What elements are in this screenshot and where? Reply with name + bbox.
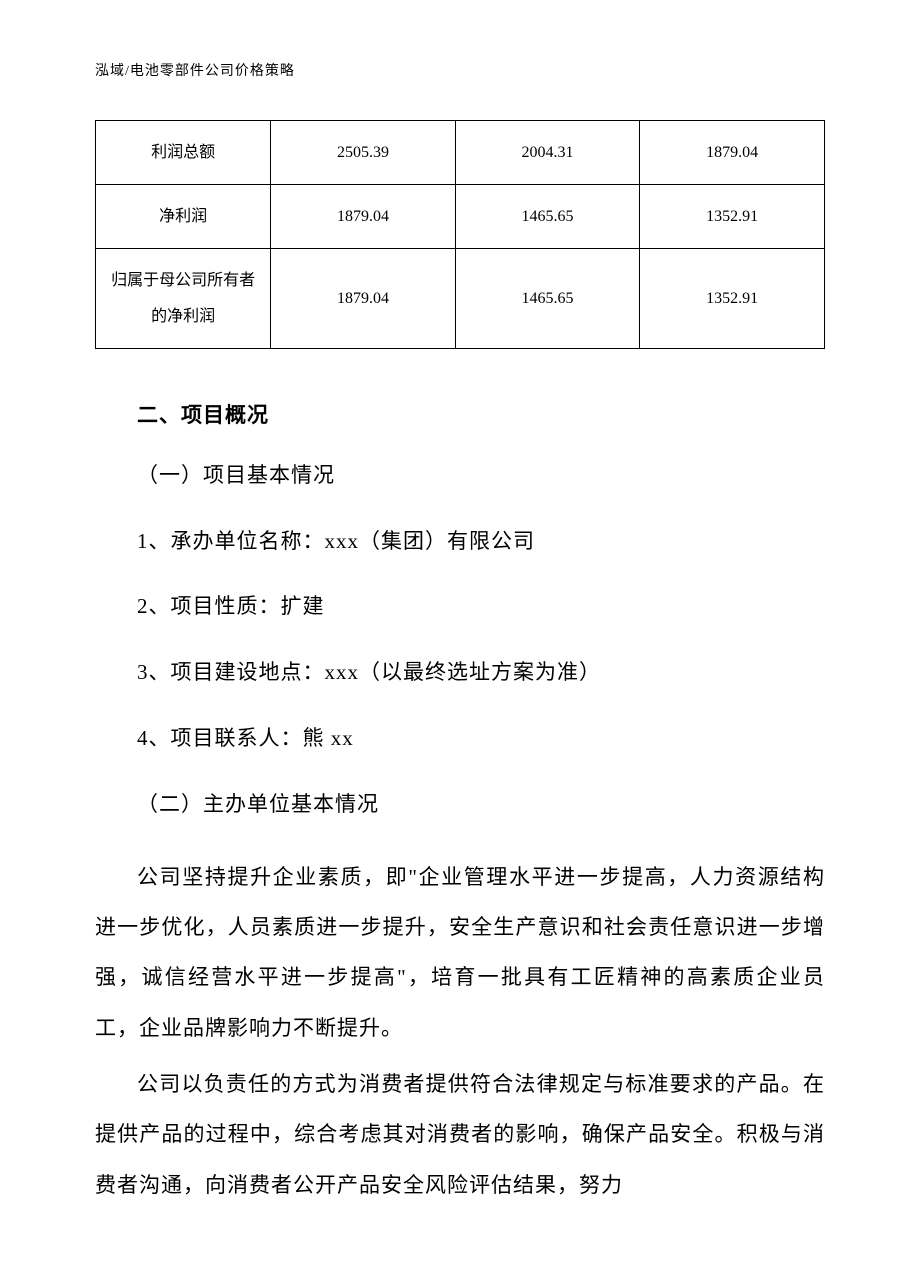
row-label: 利润总额 [96, 121, 271, 185]
row-value: 1465.65 [455, 249, 640, 348]
list-item: 1、承办单位名称：xxx（集团）有限公司 [95, 523, 825, 561]
section-heading: 二、项目概况 [95, 399, 825, 429]
row-value: 1879.04 [271, 185, 456, 249]
document-page: 泓域/电池零部件公司价格策略 利润总额 2505.39 2004.31 1879… [0, 0, 920, 1276]
row-value: 1465.65 [455, 185, 640, 249]
table-row: 净利润 1879.04 1465.65 1352.91 [96, 185, 825, 249]
row-value: 1352.91 [640, 185, 825, 249]
list-item: 3、项目建设地点：xxx（以最终选址方案为准） [95, 654, 825, 692]
table-row: 利润总额 2505.39 2004.31 1879.04 [96, 121, 825, 185]
list-item: 4、项目联系人：熊 xx [95, 720, 825, 758]
row-label: 归属于母公司所有者的净利润 [96, 249, 271, 348]
paragraph: 公司以负责任的方式为消费者提供符合法律规定与标准要求的产品。在提供产品的过程中，… [95, 1059, 825, 1210]
row-value: 2505.39 [271, 121, 456, 185]
header-text: 泓域/电池零部件公司价格策略 [95, 64, 295, 79]
subsection-heading: （二）主办单位基本情况 [95, 786, 825, 824]
row-value: 1879.04 [640, 121, 825, 185]
paragraph: 公司坚持提升企业素质，即"企业管理水平进一步提高，人力资源结构进一步优化，人员素… [95, 852, 825, 1054]
row-value: 1352.91 [640, 249, 825, 348]
row-label: 净利润 [96, 185, 271, 249]
table-row: 归属于母公司所有者的净利润 1879.04 1465.65 1352.91 [96, 249, 825, 348]
page-header: 泓域/电池零部件公司价格策略 [95, 60, 825, 80]
subsection-heading: （一）项目基本情况 [95, 457, 825, 495]
list-item: 2、项目性质：扩建 [95, 588, 825, 626]
row-value: 1879.04 [271, 249, 456, 348]
financial-table: 利润总额 2505.39 2004.31 1879.04 净利润 1879.04… [95, 120, 825, 349]
row-value: 2004.31 [455, 121, 640, 185]
